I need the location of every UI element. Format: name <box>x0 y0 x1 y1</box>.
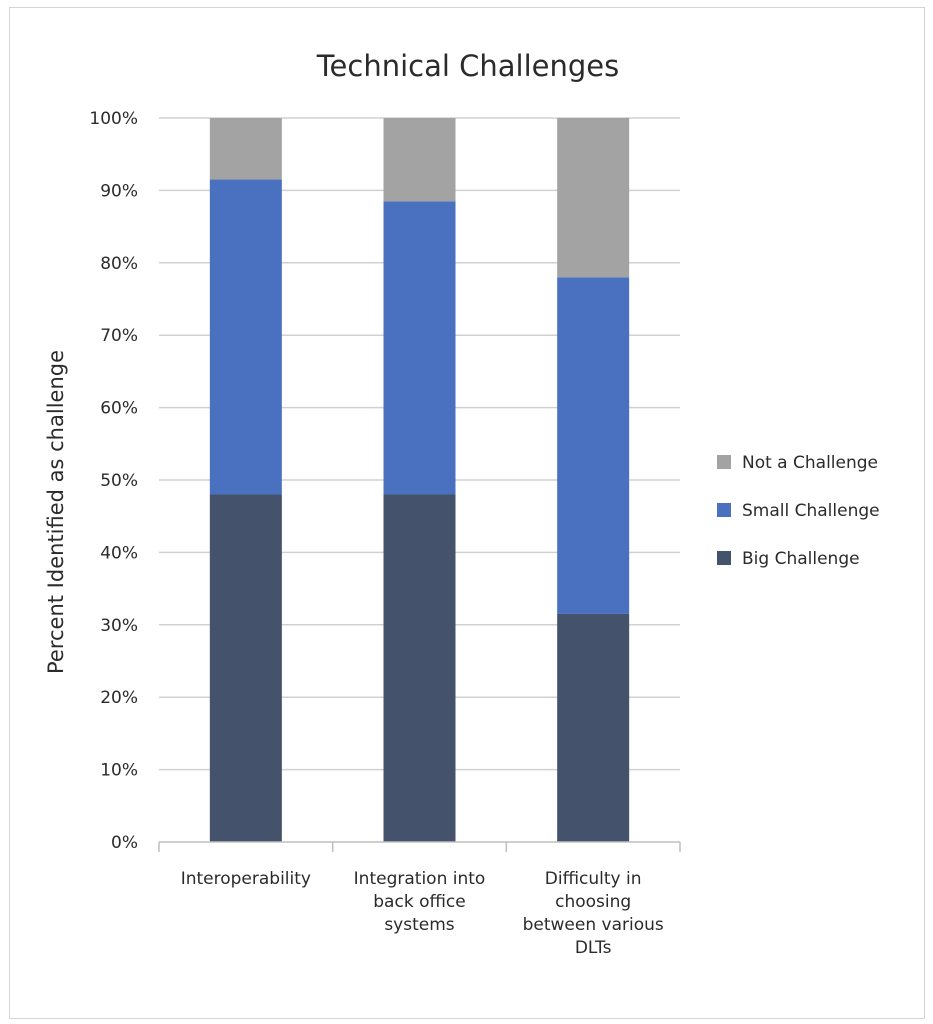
bar-big-challenge <box>557 613 630 842</box>
y-tick-label: 40% <box>100 543 138 563</box>
bar-small-challenge <box>557 277 630 614</box>
y-tick-label: 90% <box>100 181 138 201</box>
legend-swatch <box>717 551 731 565</box>
legend-label: Big Challenge <box>742 549 860 569</box>
legend-label: Small Challenge <box>742 501 880 521</box>
y-tick-label: 100% <box>89 109 138 129</box>
bar-small-challenge <box>209 179 282 495</box>
x-category-label: Difficulty in choosing between various DLTs <box>523 869 664 958</box>
legend: Not a Challenge Small Challenge Big Challe… <box>717 453 880 569</box>
chart-frame <box>9 7 925 1019</box>
bar-big-challenge <box>383 494 456 842</box>
y-tick-label: 70% <box>100 326 138 346</box>
x-category-labels: Interoperability Integration into back off… <box>181 869 664 958</box>
y-tick-label: 0% <box>111 833 138 853</box>
legend-swatch <box>717 503 731 517</box>
y-axis-label: Percent Identified as challenge <box>44 350 68 674</box>
x-category-line: back office <box>373 892 465 912</box>
x-category-label: Interoperability <box>181 869 311 889</box>
y-tick-label: 50% <box>100 471 138 491</box>
bar-not-a-challenge <box>557 118 630 278</box>
bar-small-challenge <box>383 201 456 495</box>
y-tick-label: 60% <box>100 399 138 419</box>
x-category-line: systems <box>384 915 454 935</box>
x-category-line: DLTs <box>575 938 612 958</box>
x-category-line: Integration into <box>354 869 486 889</box>
x-axis <box>158 841 681 852</box>
y-tick-label: 20% <box>100 688 138 708</box>
y-tick-label: 10% <box>100 761 138 781</box>
legend-label: Not a Challenge <box>742 453 878 473</box>
bar-not-a-challenge <box>209 118 282 180</box>
x-category-line: Difficulty in <box>545 869 642 889</box>
chart-title: Technical Challenges <box>316 49 619 83</box>
y-tick-label: 30% <box>100 616 138 636</box>
bar-not-a-challenge <box>383 118 456 202</box>
x-category-label: Integration into back office systems <box>354 869 486 935</box>
bars <box>209 118 630 842</box>
y-tick-label: 80% <box>100 254 138 274</box>
x-category-line: choosing <box>555 892 631 912</box>
bar-big-challenge <box>209 494 282 842</box>
y-tick-labels: 0% 10% 20% 30% 40% 50% 60% 70% 80% 90% 100% <box>89 109 138 853</box>
legend-swatch <box>717 455 731 469</box>
x-category-line: Interoperability <box>181 869 311 889</box>
x-category-line: between various <box>523 915 664 935</box>
